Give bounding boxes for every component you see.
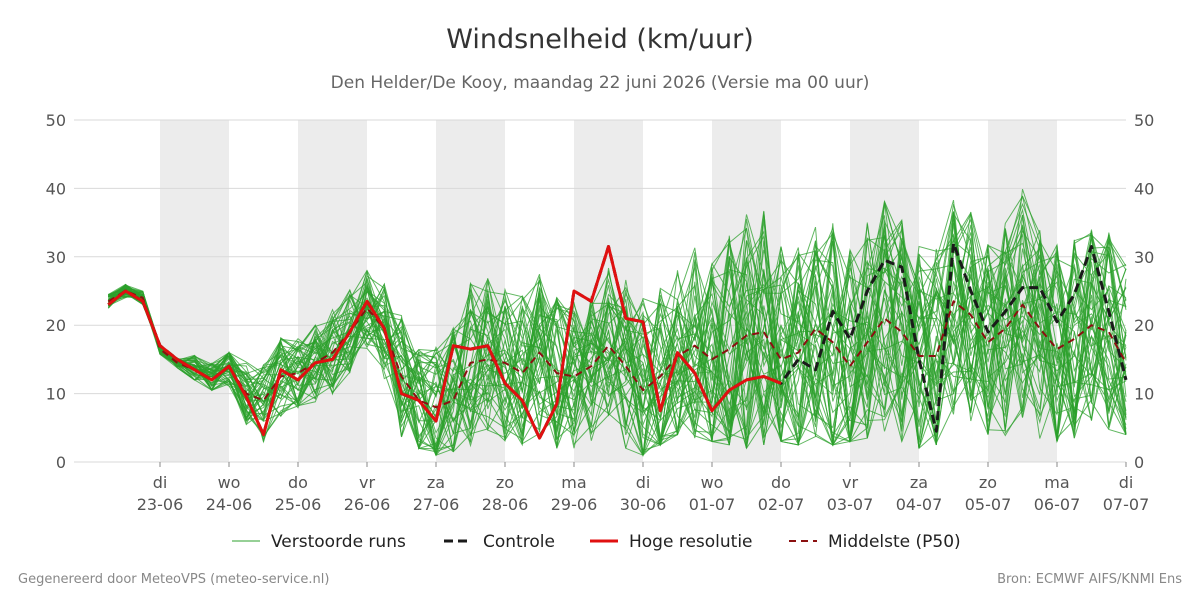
source-note: Bron: ECMWF AIFS/KNMI Ens <box>997 572 1182 587</box>
x-tick-date-label: 26-06 <box>344 495 391 514</box>
ensemble-member-line <box>108 224 1127 456</box>
x-tick-day-label: ma <box>1044 473 1069 492</box>
x-tick-day-label: do <box>771 473 791 492</box>
ensemble-member-line <box>108 229 1127 456</box>
y-tick-label: 20 <box>46 316 66 335</box>
ensemble-member-line <box>108 202 1127 452</box>
x-tick-date-label: 01-07 <box>689 495 736 514</box>
y-tick-label: 20 <box>1134 316 1154 335</box>
x-axis: di 23-06 wo 24-06 do 25-06 vr 26-06 za 27-06 zo 28-… <box>137 462 1150 514</box>
x-tick-day-label: zo <box>979 473 997 492</box>
ensemble-member-line <box>108 208 1127 448</box>
legend-label-median: Middelste (P50) <box>828 532 961 552</box>
x-tick-date-label: 06-07 <box>1034 495 1081 514</box>
x-tick-date-label: 25-06 <box>275 495 322 514</box>
x-tick-date-label: 29-06 <box>551 495 598 514</box>
x-tick-day-label: vr <box>359 473 375 492</box>
ensemble-member-line <box>107 212 1127 450</box>
night-band <box>298 120 367 462</box>
y-tick-label: 30 <box>1134 248 1154 267</box>
chart-title: Windsnelheid (km/uur) <box>446 24 754 55</box>
series-lines <box>107 241 1128 440</box>
y-tick-label: 0 <box>1134 453 1144 472</box>
legend: Verstoorde runs Controle Hoge resolutie Mid… <box>232 532 961 552</box>
x-tick-day-label: vr <box>842 473 858 492</box>
y-tick-label: 30 <box>46 248 66 267</box>
y-tick-label: 10 <box>46 385 66 404</box>
x-tick-date-label: 24-06 <box>206 495 253 514</box>
x-tick-day-label: ma <box>561 473 586 492</box>
x-tick-day-label: zo <box>496 473 514 492</box>
night-band <box>160 120 229 462</box>
y-tick-label: 40 <box>1134 179 1154 198</box>
x-tick-day-label: di <box>636 473 651 492</box>
ensemble-member-line <box>108 204 1127 441</box>
ensemble-member-line <box>108 239 1127 456</box>
legend-label-high-res: Hoge resolutie <box>629 532 753 552</box>
ensemble-member-line <box>107 228 1127 447</box>
ensemble-member-line <box>108 223 1127 454</box>
y-tick-label: 50 <box>1134 111 1154 130</box>
y-axis-right: 0 10 20 30 40 50 <box>1134 111 1154 472</box>
x-tick-day-label: wo <box>701 473 724 492</box>
x-tick-date-label: 23-06 <box>137 495 184 514</box>
x-tick-day-label: wo <box>218 473 241 492</box>
y-tick-label: 0 <box>56 453 66 472</box>
y-axis-left: 0 10 20 30 40 50 <box>46 111 66 472</box>
x-tick-day-label: di <box>1119 473 1134 492</box>
y-tick-label: 10 <box>1134 385 1154 404</box>
x-tick-date-label: 03-07 <box>827 495 874 514</box>
x-tick-date-label: 28-06 <box>482 495 529 514</box>
x-tick-date-label: 07-07 <box>1103 495 1150 514</box>
x-tick-day-label: za <box>910 473 928 492</box>
x-tick-day-label: do <box>288 473 308 492</box>
x-tick-date-label: 27-06 <box>413 495 460 514</box>
generated-by-note: Gegenereerd door MeteoVPS (meteo-service… <box>18 572 330 587</box>
x-tick-date-label: 04-07 <box>896 495 943 514</box>
y-tick-label: 50 <box>46 111 66 130</box>
x-tick-day-label: di <box>153 473 168 492</box>
chart-subtitle: Den Helder/De Kooy, maandag 22 juni 2026… <box>330 73 870 93</box>
legend-label-control: Controle <box>483 532 555 552</box>
x-tick-date-label: 02-07 <box>758 495 805 514</box>
legend-label-ensemble: Verstoorde runs <box>271 532 406 552</box>
y-tick-label: 40 <box>46 179 66 198</box>
x-tick-date-label: 05-07 <box>965 495 1012 514</box>
high-res-line <box>107 245 782 440</box>
x-tick-date-label: 30-06 <box>620 495 667 514</box>
x-tick-day-label: za <box>427 473 445 492</box>
